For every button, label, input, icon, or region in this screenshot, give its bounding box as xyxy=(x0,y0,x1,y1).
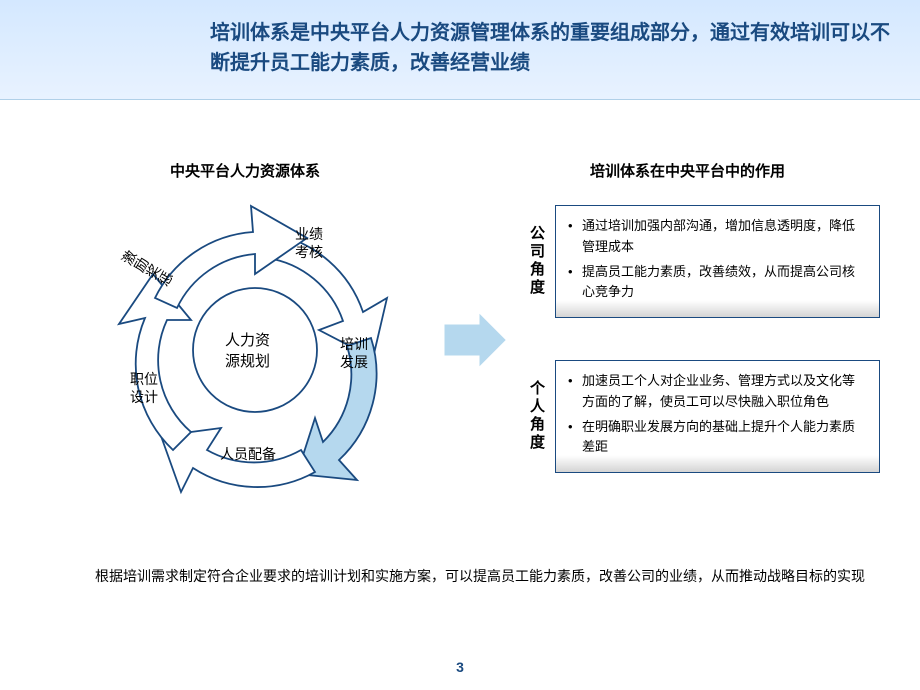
page-number: 3 xyxy=(0,659,920,675)
transition-arrow-icon xyxy=(440,310,510,370)
personal-item-0: 加速员工个人对企业业务、管理方式以及文化等方面的了解，使员工可以尽快融入职位角色 xyxy=(568,371,867,413)
cycle-center-line1: 人力资 xyxy=(225,332,270,349)
arrow-label-1: 培训 发展 xyxy=(340,335,368,371)
company-vlabel: 公司角度 xyxy=(530,225,546,297)
page-title: 培训体系是中央平台人力资源管理体系的重要组成部分，通过有效培训可以不断提升员工能… xyxy=(210,18,900,78)
company-item-1: 提高员工能力素质，改善绩效，从而提高公司核心竞争力 xyxy=(568,262,867,304)
footer-text: 根据培训需求制定符合企业要求的培训计划和实施方案，可以提高员工能力素质，改善公司… xyxy=(95,565,880,587)
right-section-title: 培训体系在中央平台中的作用 xyxy=(590,160,785,181)
arrow-label-3: 职位 设计 xyxy=(130,370,158,406)
cycle-center-line2: 源规划 xyxy=(225,353,270,370)
company-item-0: 通过培训加强内部沟通，增加信息透明度，降低管理成本 xyxy=(568,216,867,258)
cycle-center-label: 人力资 源规划 xyxy=(225,330,270,372)
arrow-label-2: 人员配备 xyxy=(220,445,276,463)
personal-box: 加速员工个人对企业业务、管理方式以及文化等方面的了解，使员工可以尽快融入职位角色… xyxy=(555,360,880,473)
company-box: 通过培训加强内部沟通，增加信息透明度，降低管理成本 提高员工能力素质，改善绩效，… xyxy=(555,205,880,318)
personal-vlabel: 个人角度 xyxy=(530,380,546,452)
left-section-title: 中央平台人力资源体系 xyxy=(170,160,320,181)
personal-item-1: 在明确职业发展方向的基础上提升个人能力素质差距 xyxy=(568,417,867,459)
arrow-label-0: 业绩 考核 xyxy=(295,225,323,261)
